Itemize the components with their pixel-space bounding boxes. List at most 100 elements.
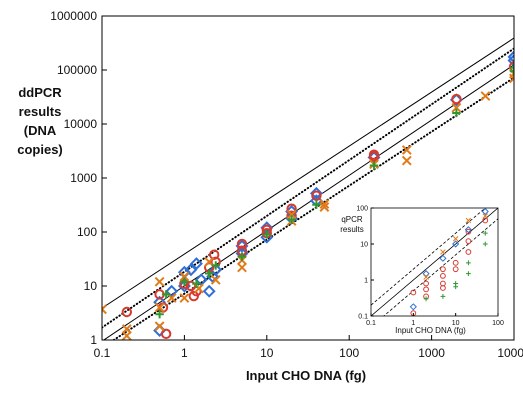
main-point-circle bbox=[286, 203, 297, 214]
main-point-circle bbox=[451, 93, 462, 105]
inset-x-tick-label: 1 bbox=[411, 320, 415, 327]
inset-point-circle bbox=[423, 280, 429, 287]
main-point-plus bbox=[155, 310, 164, 319]
main-point-plus bbox=[312, 200, 321, 209]
main-point-diamond bbox=[507, 54, 514, 67]
main-point-x bbox=[154, 276, 165, 287]
main-x-tick-label: 0.1 bbox=[94, 346, 111, 360]
main-y-tick-label: 1000 bbox=[70, 171, 97, 185]
main-point-x bbox=[319, 202, 330, 212]
inset-point-diamond bbox=[452, 240, 460, 248]
inset-y-tick-label: 1 bbox=[364, 277, 368, 284]
main-y-axis-title-line: results bbox=[19, 104, 62, 119]
main-point-diamond bbox=[165, 284, 179, 298]
main-point-diamond bbox=[507, 50, 514, 64]
main-x-axis-title: Input CHO DNA (fg) bbox=[246, 368, 366, 383]
inset-reference-line-dashed bbox=[371, 208, 486, 306]
inset-x-axis-title: Input CHO DNA (fg) bbox=[395, 326, 466, 335]
inset-axes-frame bbox=[370, 207, 499, 317]
main-point-plus bbox=[161, 290, 171, 299]
main-point-plus bbox=[509, 63, 514, 72]
main-point-plus bbox=[211, 261, 220, 270]
main-point-circle bbox=[121, 306, 133, 318]
inset-point-circle bbox=[465, 238, 472, 245]
main-point-circle bbox=[368, 151, 380, 162]
main-y-axis-title-line: ddPCR bbox=[18, 85, 62, 100]
main-reference-line-solid bbox=[102, 37, 514, 309]
main-point-plus bbox=[205, 269, 214, 278]
main-point-x bbox=[451, 102, 462, 113]
main-x-tick-label: 10 bbox=[260, 346, 274, 360]
main-point-diamond bbox=[184, 263, 198, 277]
inset-point-circle bbox=[440, 272, 446, 279]
main-point-x bbox=[509, 73, 514, 84]
inset-point-plus bbox=[466, 271, 471, 277]
inset-point-plus bbox=[423, 296, 429, 302]
inset-point-plus bbox=[453, 281, 459, 286]
inset-x-tick-label: 100 bbox=[492, 320, 504, 327]
inset-plot: 0.1 1 10 100 0.1 1 10 100 Input CHO DNA (fg) qPCR… bbox=[340, 205, 504, 335]
inset-point-x bbox=[452, 235, 459, 242]
inset-point-circle bbox=[423, 286, 429, 293]
main-point-x bbox=[401, 155, 412, 166]
main-y-axis-title-line: copies) bbox=[17, 142, 63, 157]
main-point-plus bbox=[192, 279, 201, 288]
inset-y-tick-label: 0.1 bbox=[358, 313, 368, 320]
inset-point-circle bbox=[465, 249, 472, 255]
inset-point-plus bbox=[440, 294, 446, 299]
inset-y-tick-label: 10 bbox=[360, 241, 368, 248]
main-point-x bbox=[480, 91, 491, 101]
main-point-x bbox=[401, 145, 412, 155]
main-x-tick-label: 1000 bbox=[418, 346, 445, 360]
inset-point-circle bbox=[482, 217, 489, 224]
inset-point-diamond bbox=[464, 226, 472, 234]
inset-y-axis-title-line: qPCR bbox=[341, 215, 363, 224]
main-point-plus bbox=[369, 161, 379, 170]
main-plot-area bbox=[102, 37, 514, 340]
main-y-axis-title-line: (DNA bbox=[24, 123, 57, 138]
main-point-diamond bbox=[189, 257, 203, 271]
main-point-plus bbox=[180, 277, 189, 286]
main-point-x bbox=[210, 274, 221, 285]
inset-point-x bbox=[465, 217, 472, 224]
inset-point-plus bbox=[482, 241, 488, 247]
inset-x-tick-label: 10 bbox=[452, 320, 460, 327]
main-point-circle bbox=[236, 238, 248, 250]
inset-point-plus bbox=[466, 260, 471, 266]
main-x-tick-label: 10000 bbox=[497, 346, 523, 360]
inset-point-circle bbox=[410, 289, 417, 296]
main-y-tick-label: 10000 bbox=[64, 117, 98, 131]
main-point-x bbox=[179, 271, 190, 282]
main-point-plus bbox=[452, 108, 461, 118]
main-plot: 0.11101001000100001101001000100001000001… bbox=[17, 9, 523, 383]
main-y-tick-label: 100000 bbox=[57, 63, 97, 77]
main-point-diamond bbox=[209, 263, 223, 277]
inset-y-tick-label: 100 bbox=[356, 205, 368, 212]
main-point-plus bbox=[237, 252, 247, 261]
main-x-tick-label: 1 bbox=[181, 346, 188, 360]
main-point-circle bbox=[160, 328, 172, 340]
main-point-plus bbox=[509, 67, 514, 76]
main-x-tick-label: 100 bbox=[339, 346, 359, 360]
main-point-x bbox=[154, 302, 165, 313]
main-point-x bbox=[102, 304, 107, 315]
main-point-x bbox=[154, 321, 165, 332]
main-point-circle bbox=[311, 190, 322, 201]
main-reference-line-dotted bbox=[102, 47, 514, 329]
inset-reference-line-solid bbox=[371, 208, 498, 316]
main-y-tick-label: 1000000 bbox=[50, 9, 97, 23]
main-point-x bbox=[121, 330, 132, 340]
inset-point-circle bbox=[440, 266, 446, 273]
main-reference-line-dotted bbox=[111, 76, 514, 340]
main-y-tick-label: 10 bbox=[84, 279, 98, 293]
inset-point-diamond bbox=[409, 303, 417, 311]
main-point-x bbox=[237, 262, 247, 273]
inset-point-circle bbox=[440, 285, 446, 291]
inset-point-diamond bbox=[481, 208, 489, 216]
main-y-tick-label: 1 bbox=[90, 333, 97, 347]
main-point-plus bbox=[287, 215, 296, 224]
main-point-diamond bbox=[202, 284, 216, 298]
main-point-x bbox=[179, 293, 190, 303]
